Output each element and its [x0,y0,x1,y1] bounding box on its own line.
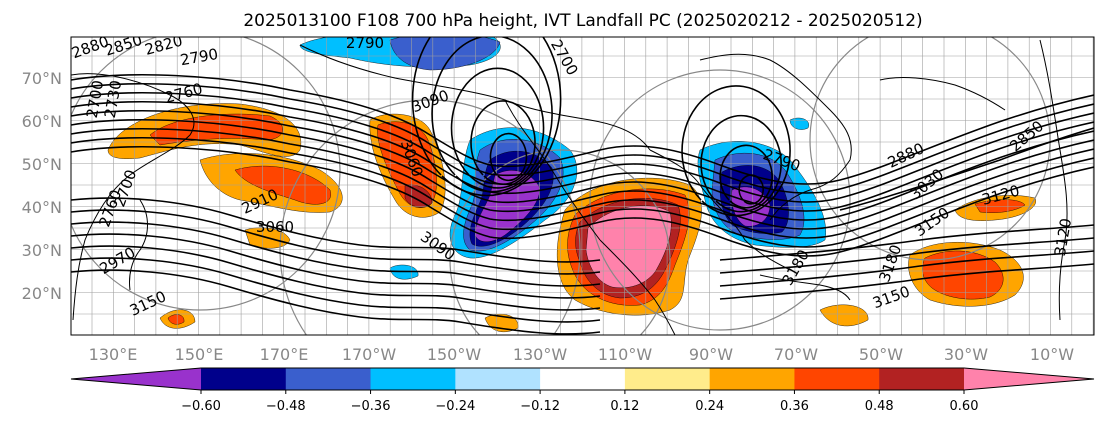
height-contour [719,144,773,209]
height-contour [470,100,536,185]
colorbar-segment [709,368,795,390]
colorbar-segment [624,368,711,390]
lon-tick-label: 10°W [1030,345,1074,364]
lon-tick-label: 170°E [260,345,309,364]
lon-tick-label: 150°E [175,345,224,364]
colorbar-tick-label: 0.60 [950,399,979,414]
lon-tick-label: 150°W [427,345,482,364]
contour-label: 2790 [346,34,384,52]
map-frame [70,36,1095,336]
negative-region [389,37,501,71]
colorbar-tick-label: 0.12 [610,399,639,414]
height-contour [71,74,1094,185]
coastline [129,199,148,291]
height-contour [71,233,601,299]
reference-circle [71,37,341,311]
positive-region [819,304,869,327]
colorbar-segment [370,368,456,390]
lon-tick-label: 30°W [944,345,988,364]
coastline [504,99,601,241]
coastline [299,44,651,151]
height-contour [71,257,601,323]
height-contour [719,237,1094,274]
coastlines [71,39,1068,335]
coastline [879,77,1006,111]
colorbar-tick-label: −0.48 [266,399,306,414]
reference-circle [809,37,1051,261]
reference-circle [589,69,851,331]
longitude-ticks: 130°E 150°E 170°E 170°W 150°W 130°W 110°W 90°W 7… [89,345,1075,364]
height-contour [71,83,1094,194]
colorbar-extend-low [71,368,201,390]
height-contour [71,101,1094,212]
lat-tick-label: 40°N [22,198,62,217]
height-contour [71,209,601,275]
height-contour [71,128,1094,239]
height-contour [700,114,782,213]
colorbar-tick-label: 0.48 [865,399,894,414]
colorbar-tick-label: 0.24 [695,399,724,414]
colorbar-segment [201,368,287,390]
latitude-ticks: 70°N 60°N 50°N 40°N 30°N 20°N [22,69,62,303]
map-title: 2025013100 F108 700 hPa height, IVT Land… [243,11,922,31]
height-contour [431,37,553,193]
coastline [1039,39,1068,321]
height-contour [719,224,1094,261]
colorbar-segment [455,368,541,390]
lon-tick-label: 130°W [513,345,568,364]
height-contour [71,119,1094,230]
height-contour [681,85,791,217]
colorbar-tick-label: −0.36 [351,399,391,414]
lon-tick-label: 130°E [89,345,138,364]
reference-circle [279,99,581,335]
height-contour [450,67,545,189]
lat-tick-label: 30°N [22,241,62,260]
colorbar-segment [879,368,965,390]
height-contour [71,221,601,287]
coastline [649,149,791,271]
lon-tick-label: 170°W [342,345,397,364]
height-contour [719,250,1094,287]
height-contour [839,127,1094,211]
colorbar-segment [794,368,880,390]
coastline [599,239,676,335]
coastline [759,274,851,301]
map-panel: 2880285028202790279027602700273027003090… [70,34,1095,336]
height-contour [71,92,1094,203]
colorbar-tick-label: 0.36 [780,399,809,414]
lat-tick-label: 50°N [22,155,62,174]
colorbar-segment [285,368,372,390]
positive-region [585,205,672,288]
height-contours [71,37,1094,335]
colorbar: −0.60 −0.48 −0.36 −0.24 −0.12 0.12 0.24 0.36 0.4… [70,367,1095,414]
lon-tick-label: 90°W [689,345,733,364]
lat-tick-label: 70°N [22,69,62,88]
positive-region [167,314,185,325]
colorbar-extend-high [964,368,1094,390]
lon-tick-label: 110°W [598,345,653,364]
colorbar-tick-label: −0.24 [435,399,475,414]
colorbar-tick-label: −0.60 [181,399,221,414]
height-contour [411,37,562,197]
positive-region [974,199,1026,213]
height-contour [719,263,1094,300]
lat-tick-label: 20°N [22,284,62,303]
height-contour [71,197,601,263]
height-contour [489,132,528,182]
contour-label: 3060 [256,218,294,236]
height-contour [71,245,601,311]
colorbar-segment [540,368,626,390]
height-contour [71,269,601,335]
lon-tick-label: 50°W [859,345,903,364]
height-contour [71,110,1094,221]
height-contour [71,146,1094,257]
coastline [71,73,195,321]
height-contour [738,174,764,205]
colorbar-tick-label: −0.12 [520,399,560,414]
lat-tick-label: 60°N [22,112,62,131]
height-contour [71,137,1094,248]
coastline [699,53,852,161]
lon-tick-label: 70°W [774,345,818,364]
